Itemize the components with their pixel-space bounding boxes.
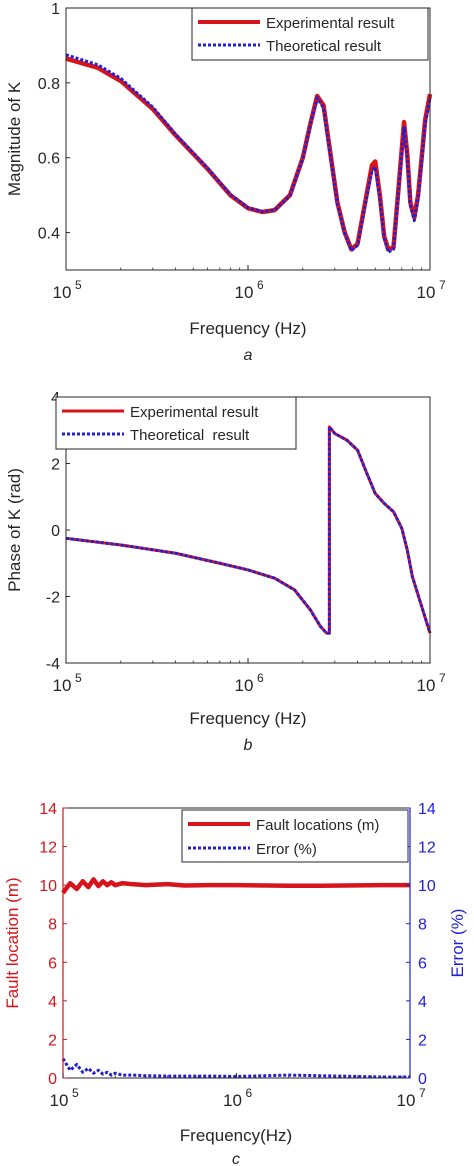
panel-a-x-tick-label: 10 xyxy=(235,283,254,302)
panel-c-y-right-tick-label: 8 xyxy=(418,917,427,934)
panel-a-x-tick-label: 10 xyxy=(53,283,72,302)
panel-b-x-tick-label: 10 xyxy=(417,676,436,695)
panel-c-x-axis-label: Frequency(Hz) xyxy=(180,1126,292,1145)
panel-a-legend-box xyxy=(191,7,429,61)
panel-a-legend-label-theoretical: Theoretical result xyxy=(266,38,382,55)
panel-b-x-axis-label: Frequency (Hz) xyxy=(189,709,306,728)
panel-b-series-solid-line xyxy=(65,425,432,635)
panel-b-x-tick-exponent: 7 xyxy=(439,671,446,685)
panel-b-y-tick-label: -2 xyxy=(46,590,60,607)
panel-a-y-tick-label: 0.8 xyxy=(38,76,60,93)
panel-b-y-tick-label: 0 xyxy=(51,523,60,540)
panel-b-legend-box xyxy=(55,396,297,450)
panel-c-y-tick-label: 4 xyxy=(48,994,57,1011)
panel-b-x-tick-label: 10 xyxy=(235,676,254,695)
panel-b-series-dotted-line xyxy=(65,425,432,635)
panel-c-y-right-tick-label: 2 xyxy=(418,1032,427,1049)
panel-b-caption: b xyxy=(244,737,253,754)
panel-a-x-tick-exponent: 5 xyxy=(75,278,82,292)
panel-c-y-right-tick-label: 4 xyxy=(418,994,427,1011)
panel-b-x-tick-exponent: 6 xyxy=(257,671,264,685)
panel-a-x-axis-label: Frequency (Hz) xyxy=(189,319,306,338)
panel-c-y-axis-label-left: Fault location (m) xyxy=(3,877,22,1008)
panel-c-series-dotted-line xyxy=(61,1057,410,1079)
panel-c-legend-box xyxy=(181,809,409,863)
panel-c-y-right-tick-label: 14 xyxy=(418,801,436,818)
panel-c-x-tick-label: 10 xyxy=(397,1091,416,1110)
panel-b-y-tick-label: 2 xyxy=(51,457,60,474)
panel-a-x-tick-label: 10 xyxy=(417,283,436,302)
panel-c-y-right-tick-label: 10 xyxy=(418,878,436,895)
panel-a-legend-label-experimental: Experimental result xyxy=(266,15,395,32)
panel-c-y-right-tick-label: 12 xyxy=(418,840,436,857)
panel-b-legend-label-theoretical: Theoretical result xyxy=(130,427,250,444)
panel-c-x-tick-exponent: 7 xyxy=(419,1086,426,1100)
panel-b-legend-label-experimental: Experimental result xyxy=(130,404,259,421)
panel-c-x-tick-label: 10 xyxy=(223,1091,242,1110)
panel-c-legend: Fault locations (m) Error (%) xyxy=(181,809,409,863)
panel-c-y-tick-label: 14 xyxy=(39,801,57,818)
panel-c-y-tick-label: 6 xyxy=(48,955,57,972)
panel-c-legend-label-error: Error (%) xyxy=(256,841,317,858)
panel-c-x-tick-exponent: 5 xyxy=(72,1086,79,1100)
panel-a-series-solid-line xyxy=(65,56,433,252)
panel-a-y-tick-label: 0.4 xyxy=(38,226,60,243)
panel-b-y-axis-label: Phase of K (rad) xyxy=(5,468,24,592)
panel-c-y-axis-label-right: Error (%) xyxy=(448,909,467,978)
panel-c-x-tick-label: 10 xyxy=(50,1091,69,1110)
panel-b-x-tick-label: 10 xyxy=(53,676,72,695)
panel-c-y-tick-label: 12 xyxy=(39,840,57,857)
panel-a-y-axis-label: Magnitude of K xyxy=(5,81,24,196)
panel-c-y-tick-label: 0 xyxy=(48,1071,57,1088)
panel-a: 0.40.60.81 10 5 10 6 10 7 Experimental result… xyxy=(5,1,446,364)
panel-a-legend: Experimental result Theoretical result xyxy=(191,7,429,61)
panel-a-y-tick-label: 1 xyxy=(51,1,60,18)
panel-b-y-tick-label: -4 xyxy=(46,656,60,673)
panel-c-y-tick-label: 8 xyxy=(48,917,57,934)
panel-a-caption: a xyxy=(244,347,253,364)
panel-b-x-tick-exponent: 5 xyxy=(75,671,82,685)
panel-c-y-tick-label: 2 xyxy=(48,1032,57,1049)
panel-a-series-dotted-line xyxy=(65,53,432,254)
panel-a-y-tick-label: 0.6 xyxy=(38,151,60,168)
panel-c-caption: c xyxy=(232,1151,240,1166)
panel-c-y-right-tick-label: 0 xyxy=(418,1071,427,1088)
panel-c-legend-label-fault: Fault locations (m) xyxy=(256,817,379,834)
panel-b-legend: Experimental result Theoretical result xyxy=(55,396,297,450)
panel-c-y-right-tick-label: 6 xyxy=(418,955,427,972)
panel-c-y-tick-label: 10 xyxy=(39,878,57,895)
panel-c-x-tick-exponent: 6 xyxy=(246,1086,253,1100)
panel-a-x-tick-exponent: 6 xyxy=(257,278,264,292)
panel-a-x-tick-exponent: 7 xyxy=(439,278,446,292)
panel-c-series-solid-line xyxy=(61,877,410,895)
